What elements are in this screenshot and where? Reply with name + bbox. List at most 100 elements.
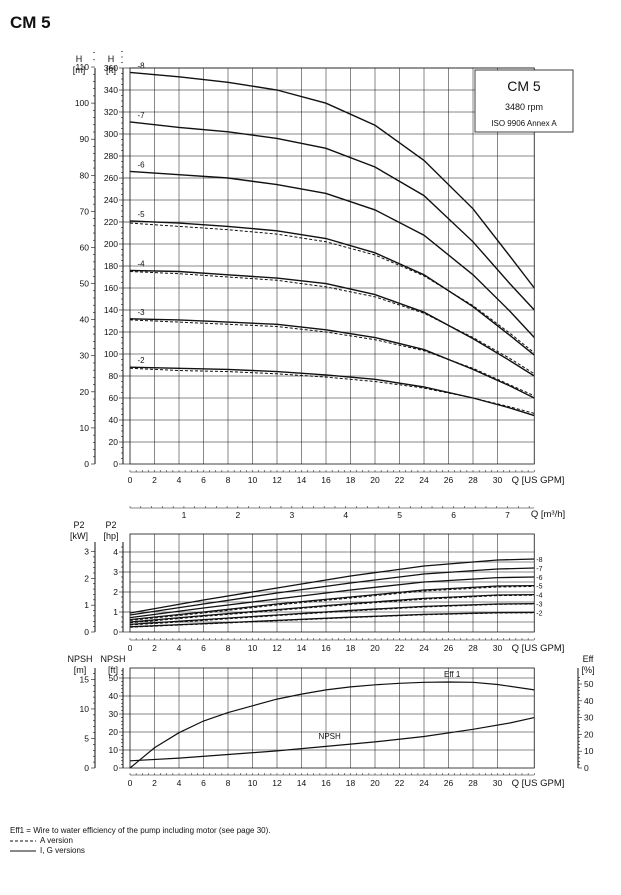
head-curve-solid-8 xyxy=(129,71,535,289)
head-gpm-tick-label: 26 xyxy=(444,475,454,485)
head-curve-solid-7 xyxy=(129,121,535,311)
power-gpm-tick-label: 30 xyxy=(493,643,503,653)
head-curve-label: -5 xyxy=(137,210,145,219)
eff-curve-label: Eff 1 xyxy=(444,670,461,679)
eff-tick-label: 30 xyxy=(584,713,594,723)
head-ylabel-m-unit: [m] xyxy=(73,65,86,75)
npsh-gpm-tick-label: 26 xyxy=(444,778,454,788)
head-gpm-tick-label: 8 xyxy=(226,475,231,485)
power-hp-tick-label: 4 xyxy=(113,547,118,557)
npsh-m-tick-label: 15 xyxy=(80,674,90,684)
npsh-gpm-tick-label: 30 xyxy=(493,778,503,788)
power-gpm-tick-label: 20 xyxy=(370,643,380,653)
npsh-ft-tick-label: 50 xyxy=(109,673,119,683)
npsh-gpm-tick-label: 28 xyxy=(468,778,478,788)
npsh-gpm-tick-label: 18 xyxy=(346,778,356,788)
power-curve-label: -4 xyxy=(536,593,542,600)
power-gpm-tick-label: 6 xyxy=(201,643,206,653)
head-ft-tick-label: 240 xyxy=(104,195,118,205)
power-gpm-tick-label: 18 xyxy=(346,643,356,653)
eff-tick-label: 10 xyxy=(584,746,594,756)
head-xlabel-m3h: Q [m³/h] xyxy=(531,509,565,520)
head-ft-tick-label: 140 xyxy=(104,305,118,315)
power-hp-tick-label: 1 xyxy=(113,607,118,617)
head-xlabel-gpm: Q [US GPM] xyxy=(512,475,565,486)
head-m-tick-label: 80 xyxy=(80,170,90,180)
head-ylabel-ft-unit: [ft] xyxy=(106,65,116,75)
npsh-ft-tick-label: 10 xyxy=(109,745,119,755)
info-box-speed: 3480 rpm xyxy=(505,102,543,112)
head-gpm-tick-label: 18 xyxy=(346,475,356,485)
head-curve-label: -3 xyxy=(137,308,145,317)
head-m3h-tick-label: 2 xyxy=(236,510,241,520)
eff-tick-label: 0 xyxy=(584,763,589,773)
head-m3h-tick-label: 6 xyxy=(451,510,456,520)
power-curve-dashed-4 xyxy=(129,594,535,624)
head-ft-tick-label: 340 xyxy=(104,85,118,95)
head-ft-tick-label: 360 xyxy=(104,63,118,73)
power-kw-tick-label: 2 xyxy=(84,573,89,583)
head-curve-solid-2 xyxy=(129,366,535,417)
npsh-curve-label: NPSH xyxy=(319,732,341,741)
npsh-gpm-tick-label: 22 xyxy=(395,778,405,788)
npsh-gpm-tick-label: 20 xyxy=(370,778,380,788)
head-ft-tick-label: 60 xyxy=(109,393,119,403)
info-box-standard: ISO 9906 Annex A xyxy=(491,119,557,128)
power-ylabel-kw: P2 xyxy=(73,520,84,530)
head-curve-label: -8 xyxy=(137,61,145,70)
npsh-gpm-tick-label: 24 xyxy=(419,778,429,788)
power-curve-dashed-2 xyxy=(129,612,535,628)
npsh-gpm-tick-label: 12 xyxy=(272,778,282,788)
npsh-gpm-tick-label: 8 xyxy=(226,778,231,788)
power-gpm-tick-label: 16 xyxy=(321,643,331,653)
head-ylabel-ft: H xyxy=(108,54,115,64)
power-gpm-tick-label: 2 xyxy=(152,643,157,653)
head-ft-tick-label: 0 xyxy=(113,459,118,469)
head-m3h-tick-label: 4 xyxy=(343,510,348,520)
power-kw-tick-label: 1 xyxy=(84,600,89,610)
power-curve-dashed-3 xyxy=(129,603,535,626)
npsh-ft-tick-label: 30 xyxy=(109,709,119,719)
head-gpm-tick-label: 0 xyxy=(128,475,133,485)
eff-ylabel-unit: [%] xyxy=(581,665,594,675)
head-m-tick-label: 30 xyxy=(80,351,90,361)
power-curve-label: -7 xyxy=(536,566,542,573)
head-gpm-tick-label: 6 xyxy=(201,475,206,485)
npsh-plot-frame xyxy=(129,667,535,769)
head-gpm-tick-label: 16 xyxy=(321,475,331,485)
head-curve-label: -4 xyxy=(137,259,145,268)
head-ft-tick-label: 100 xyxy=(104,349,118,359)
npsh-ylabel-ft-unit: [ft] xyxy=(108,665,118,675)
power-xlabel-gpm: Q [US GPM] xyxy=(512,643,565,654)
npsh-ylabel-ft: NPSH xyxy=(100,654,125,664)
head-m-tick-label: 40 xyxy=(80,315,90,325)
npsh-gpm-tick-label: 0 xyxy=(128,778,133,788)
power-gpm-tick-label: 4 xyxy=(177,643,182,653)
power-curve-dashed-5 xyxy=(129,585,535,621)
head-m3h-tick-label: 7 xyxy=(505,510,510,520)
info-box xyxy=(474,69,574,133)
eff-ylabel: Eff xyxy=(583,654,594,664)
power-curve-solid-8 xyxy=(129,558,535,614)
power-ylabel-hp: P2 xyxy=(105,520,116,530)
head-m-tick-label: 0 xyxy=(84,459,89,469)
head-ft-tick-label: 300 xyxy=(104,129,118,139)
head-m-tick-label: 90 xyxy=(80,134,90,144)
power-gpm-tick-label: 14 xyxy=(297,643,307,653)
head-curve-label: -2 xyxy=(137,356,145,365)
power-kw-tick-label: 3 xyxy=(84,547,89,557)
head-curve-dashed-3 xyxy=(129,319,535,397)
head-gpm-tick-label: 20 xyxy=(370,475,380,485)
footnote-eff: Eff1 = Wire to water efficiency of the p… xyxy=(10,826,271,835)
power-gpm-tick-label: 24 xyxy=(419,643,429,653)
head-curve-solid-4 xyxy=(129,269,535,377)
power-curve-solid-4 xyxy=(129,593,535,623)
head-gpm-tick-label: 12 xyxy=(272,475,282,485)
head-curve-solid-6 xyxy=(129,170,535,338)
power-curve-label: -2 xyxy=(536,610,542,617)
head-gpm-tick-label: 28 xyxy=(468,475,478,485)
footnote-a-version: A version xyxy=(10,836,73,846)
head-gpm-tick-label: 4 xyxy=(177,475,182,485)
power-curve-solid-6 xyxy=(129,576,535,619)
